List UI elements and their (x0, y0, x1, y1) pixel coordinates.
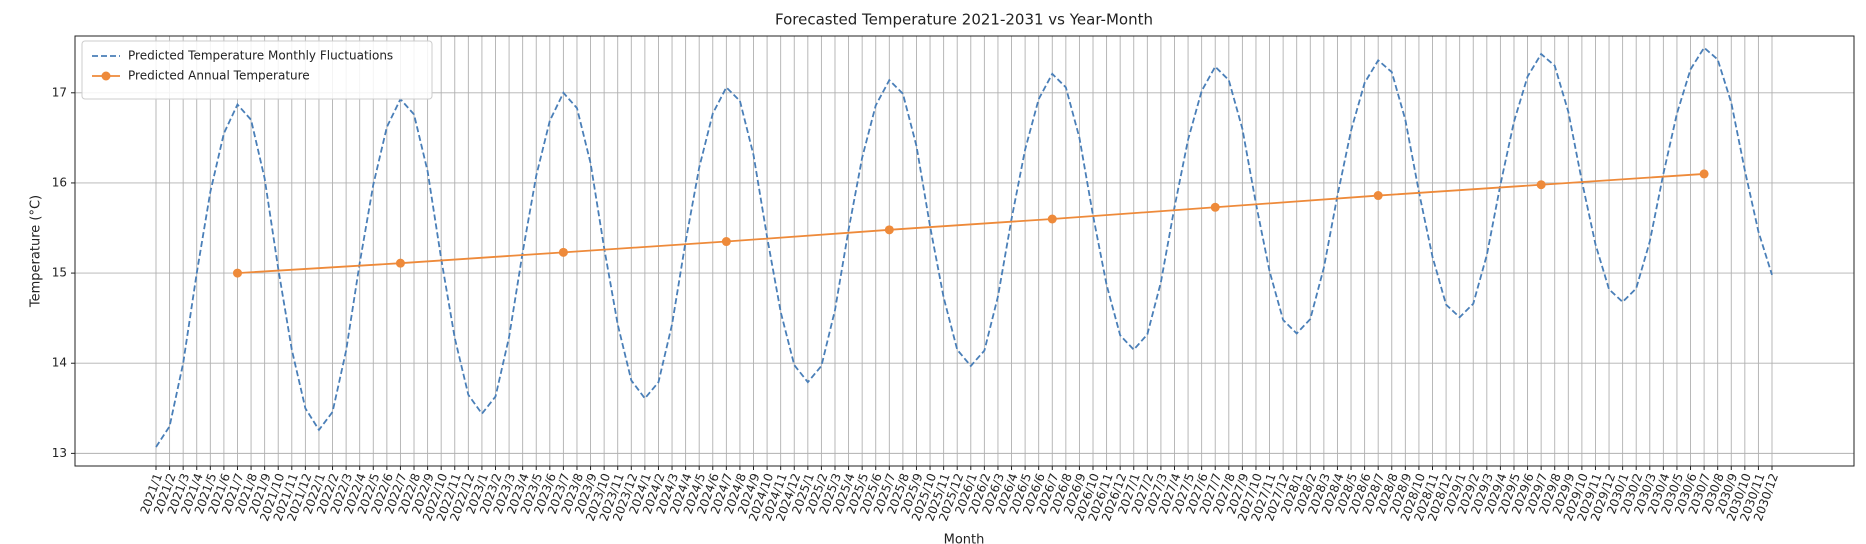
chart-title: Forecasted Temperature 2021-2031 vs Year… (775, 11, 1153, 29)
series-line (237, 173, 1705, 274)
legend-label: Predicted Annual Temperature (128, 69, 310, 83)
data-point (1536, 180, 1546, 190)
data-point (232, 268, 242, 278)
data-point (1373, 191, 1383, 201)
data-point (1210, 202, 1220, 212)
data-point (1047, 214, 1057, 224)
y-axis-label: Temperature (°C) (29, 195, 44, 308)
y-tick-label: 14 (52, 356, 67, 370)
data-point (884, 225, 894, 235)
legend-marker (101, 71, 111, 81)
data-point (721, 237, 731, 247)
y-tick-label: 16 (52, 175, 67, 189)
data-point (395, 258, 405, 268)
plot-frame (74, 35, 1855, 467)
data-point (1699, 169, 1709, 179)
y-tick-label: 17 (52, 85, 67, 99)
x-axis-label: Month (944, 533, 985, 544)
data-point (558, 247, 568, 257)
series-line (155, 46, 1773, 448)
legend-label: Predicted Temperature Monthly Fluctuatio… (128, 49, 393, 63)
y-tick-label: 13 (52, 446, 67, 460)
legend-box (81, 40, 433, 100)
y-tick-label: 15 (52, 266, 67, 280)
